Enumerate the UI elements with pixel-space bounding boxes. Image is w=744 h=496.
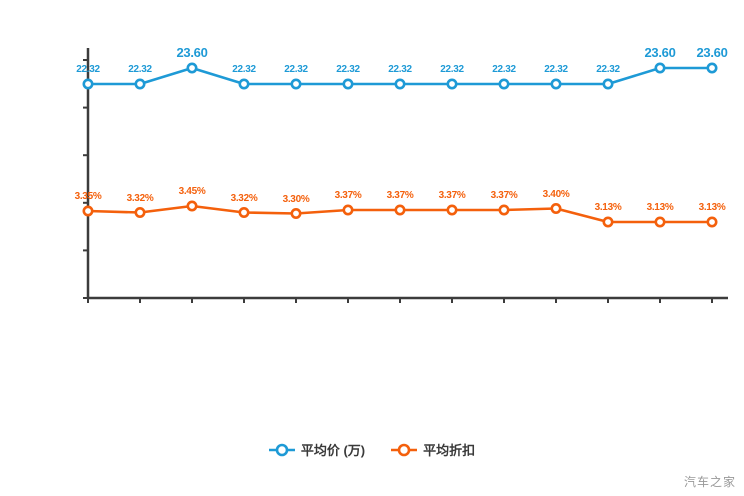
axes — [83, 48, 728, 303]
chart-legend: 平均价 (万) 平均折扣 — [0, 440, 744, 459]
legend-label-0: 平均价 (万) — [300, 443, 366, 458]
legend-item-1[interactable]: 平均折扣 — [391, 440, 475, 459]
legend-marker-icon — [268, 443, 295, 456]
legend-item-0[interactable]: 平均价 (万) — [268, 440, 366, 459]
watermark: 汽车之家 — [683, 475, 736, 489]
legend-label-1: 平均折扣 — [423, 443, 476, 458]
series-lines — [82, 62, 718, 228]
legend-marker-icon — [391, 443, 418, 456]
